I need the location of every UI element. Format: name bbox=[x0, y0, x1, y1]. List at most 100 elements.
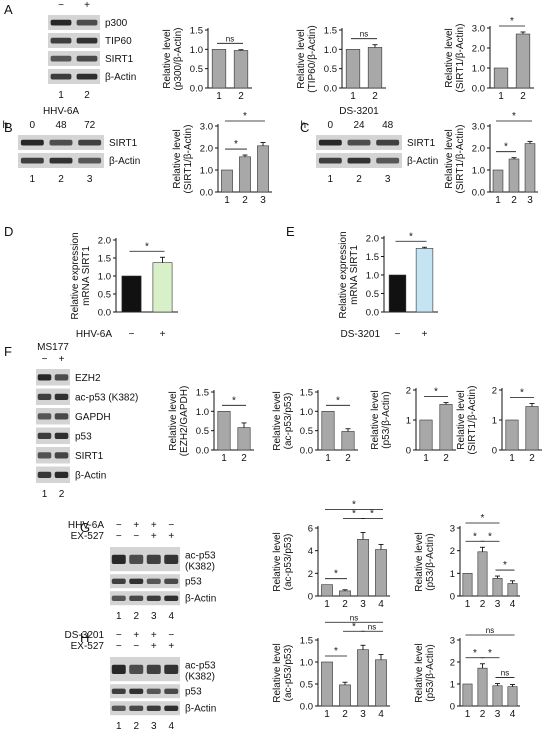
chart-C-1: 0.0 1.0 2.0 3.0 Relative level (SIRT1/β-Actin… bbox=[444, 111, 538, 206]
treatment-label: EX-527 bbox=[71, 641, 105, 652]
band bbox=[50, 19, 72, 26]
band bbox=[54, 393, 69, 401]
lane-number: 2 bbox=[356, 174, 362, 185]
sign-label: + bbox=[133, 630, 139, 641]
lane-number: 3 bbox=[87, 174, 93, 185]
y-axis-label: Relative level bbox=[272, 391, 283, 450]
band bbox=[146, 688, 161, 694]
x-tick-label: 2 bbox=[238, 91, 244, 102]
significance-mark: * bbox=[488, 531, 492, 542]
bar bbox=[345, 49, 361, 89]
band bbox=[111, 664, 126, 674]
band-label: TIP60 bbox=[105, 36, 132, 47]
band-label: SIRT1 bbox=[105, 54, 134, 65]
band bbox=[146, 578, 161, 584]
x-tick-label: 3 bbox=[360, 599, 366, 610]
y-tick-label: 2 bbox=[450, 658, 455, 669]
y-axis-label: (EZH2/GAPDH) bbox=[179, 386, 190, 457]
significance-mark: * bbox=[352, 500, 356, 511]
band-label: ac-p53 bbox=[185, 660, 216, 671]
y-tick-label: 1.0 bbox=[190, 45, 203, 56]
band bbox=[78, 157, 102, 164]
bar bbox=[121, 275, 142, 313]
y-tick-label: 1.0 bbox=[200, 166, 213, 177]
significance-mark: * bbox=[520, 388, 524, 399]
y-axis-label: Relative level bbox=[172, 129, 183, 188]
lane-number: 2 bbox=[133, 611, 139, 622]
y-axis-label: (p53/β-Actin) bbox=[381, 391, 392, 448]
y-tick-label: 1.0 bbox=[472, 166, 485, 177]
blot-B: h 0 48 72 HHV-6A SIRT1 β-Actin 1 2 3 bbox=[2, 106, 140, 185]
y-tick-label: 0.5 bbox=[196, 426, 209, 437]
y-axis-label: (TIP60/β-Actin) bbox=[307, 25, 318, 92]
y-axis-label: (p53/β-Actin) bbox=[425, 533, 436, 590]
x-tick-label: 2 bbox=[345, 453, 351, 464]
bar bbox=[415, 248, 434, 313]
x-axis-title: HHV-6A bbox=[76, 329, 112, 340]
significance-mark: ns bbox=[486, 626, 494, 635]
bar bbox=[367, 47, 383, 89]
sign-label: − bbox=[168, 630, 174, 641]
y-tick-label: 0.5 bbox=[300, 680, 313, 691]
x-tick-label: 4 bbox=[510, 599, 516, 610]
bar bbox=[492, 685, 503, 707]
y-tick-label: 1.5 bbox=[366, 252, 379, 263]
chart-B-1: 0.0 1.0 2.0 3.0 Relative level (SIRT1/β-Actin… bbox=[172, 111, 272, 206]
y-tick-label: 0.0 bbox=[200, 188, 213, 199]
y-tick-label: 3 bbox=[450, 636, 455, 647]
sign-label: + bbox=[151, 630, 157, 641]
band bbox=[129, 578, 144, 584]
y-tick-label: 2.0 bbox=[98, 236, 111, 247]
y-tick-label: 0 bbox=[450, 592, 455, 603]
x-tick-label: 3 bbox=[360, 709, 366, 720]
y-axis-label: (ac-p53/p53) bbox=[283, 645, 294, 702]
x-tick-label: 1 bbox=[495, 195, 501, 206]
x-tick-label: 1 bbox=[325, 453, 331, 464]
y-axis-label: Relative level bbox=[444, 129, 455, 188]
significance-mark: ns bbox=[360, 30, 368, 39]
y-axis-label: (p300/β-Actin) bbox=[173, 28, 184, 91]
blot-strip bbox=[110, 701, 180, 716]
x-tick-label: 4 bbox=[378, 599, 384, 610]
bar bbox=[339, 590, 351, 597]
bar bbox=[321, 584, 333, 597]
x-tick-label: 1 bbox=[423, 453, 429, 464]
band bbox=[164, 664, 179, 674]
band bbox=[376, 157, 400, 164]
lane-number: 1 bbox=[116, 611, 122, 622]
panel-letter: F bbox=[4, 344, 12, 359]
significance-mark: * bbox=[481, 513, 485, 524]
band bbox=[20, 157, 44, 164]
band-label: p53 bbox=[185, 687, 202, 698]
bar bbox=[341, 431, 355, 451]
y-tick-label: 1.5 bbox=[324, 26, 337, 37]
chart-F-2: 0.0 0.5 1.0 1.5 Relative level (ac-p53/p53) 1 2… bbox=[272, 388, 358, 464]
significance-mark: * bbox=[473, 648, 477, 659]
treatment-label: EX-527 bbox=[71, 531, 105, 542]
y-tick-label: 2.0 bbox=[200, 144, 213, 155]
x-tick-label: 1 bbox=[216, 91, 222, 102]
blot-strip bbox=[110, 591, 180, 606]
band bbox=[37, 374, 52, 381]
bar bbox=[388, 274, 407, 313]
y-tick-label: 0 bbox=[406, 446, 411, 457]
y-tick-label: 1.5 bbox=[196, 388, 209, 399]
lane-number: 2 bbox=[59, 489, 65, 500]
x-tick-label: 3 bbox=[495, 599, 501, 610]
band bbox=[37, 471, 52, 479]
bar bbox=[492, 169, 504, 193]
band bbox=[129, 688, 144, 694]
band bbox=[37, 393, 52, 401]
y-tick-label: 3 bbox=[450, 524, 455, 535]
x-axis-title: DS-3201 bbox=[341, 329, 381, 340]
band-label: SIRT1 bbox=[109, 138, 138, 149]
significance-mark: * bbox=[336, 395, 340, 406]
x-tick-label: 2 bbox=[520, 91, 526, 102]
y-tick-label: 0.0 bbox=[324, 84, 337, 95]
y-tick-label: 2.0 bbox=[472, 44, 485, 55]
treatment-label: DS-3201 bbox=[65, 630, 105, 641]
band-label: β-Actin bbox=[105, 72, 136, 83]
treatment-label: HHV-6A bbox=[68, 520, 104, 531]
significance-mark: * bbox=[234, 139, 238, 150]
treatment-label: MS177 bbox=[37, 342, 69, 353]
